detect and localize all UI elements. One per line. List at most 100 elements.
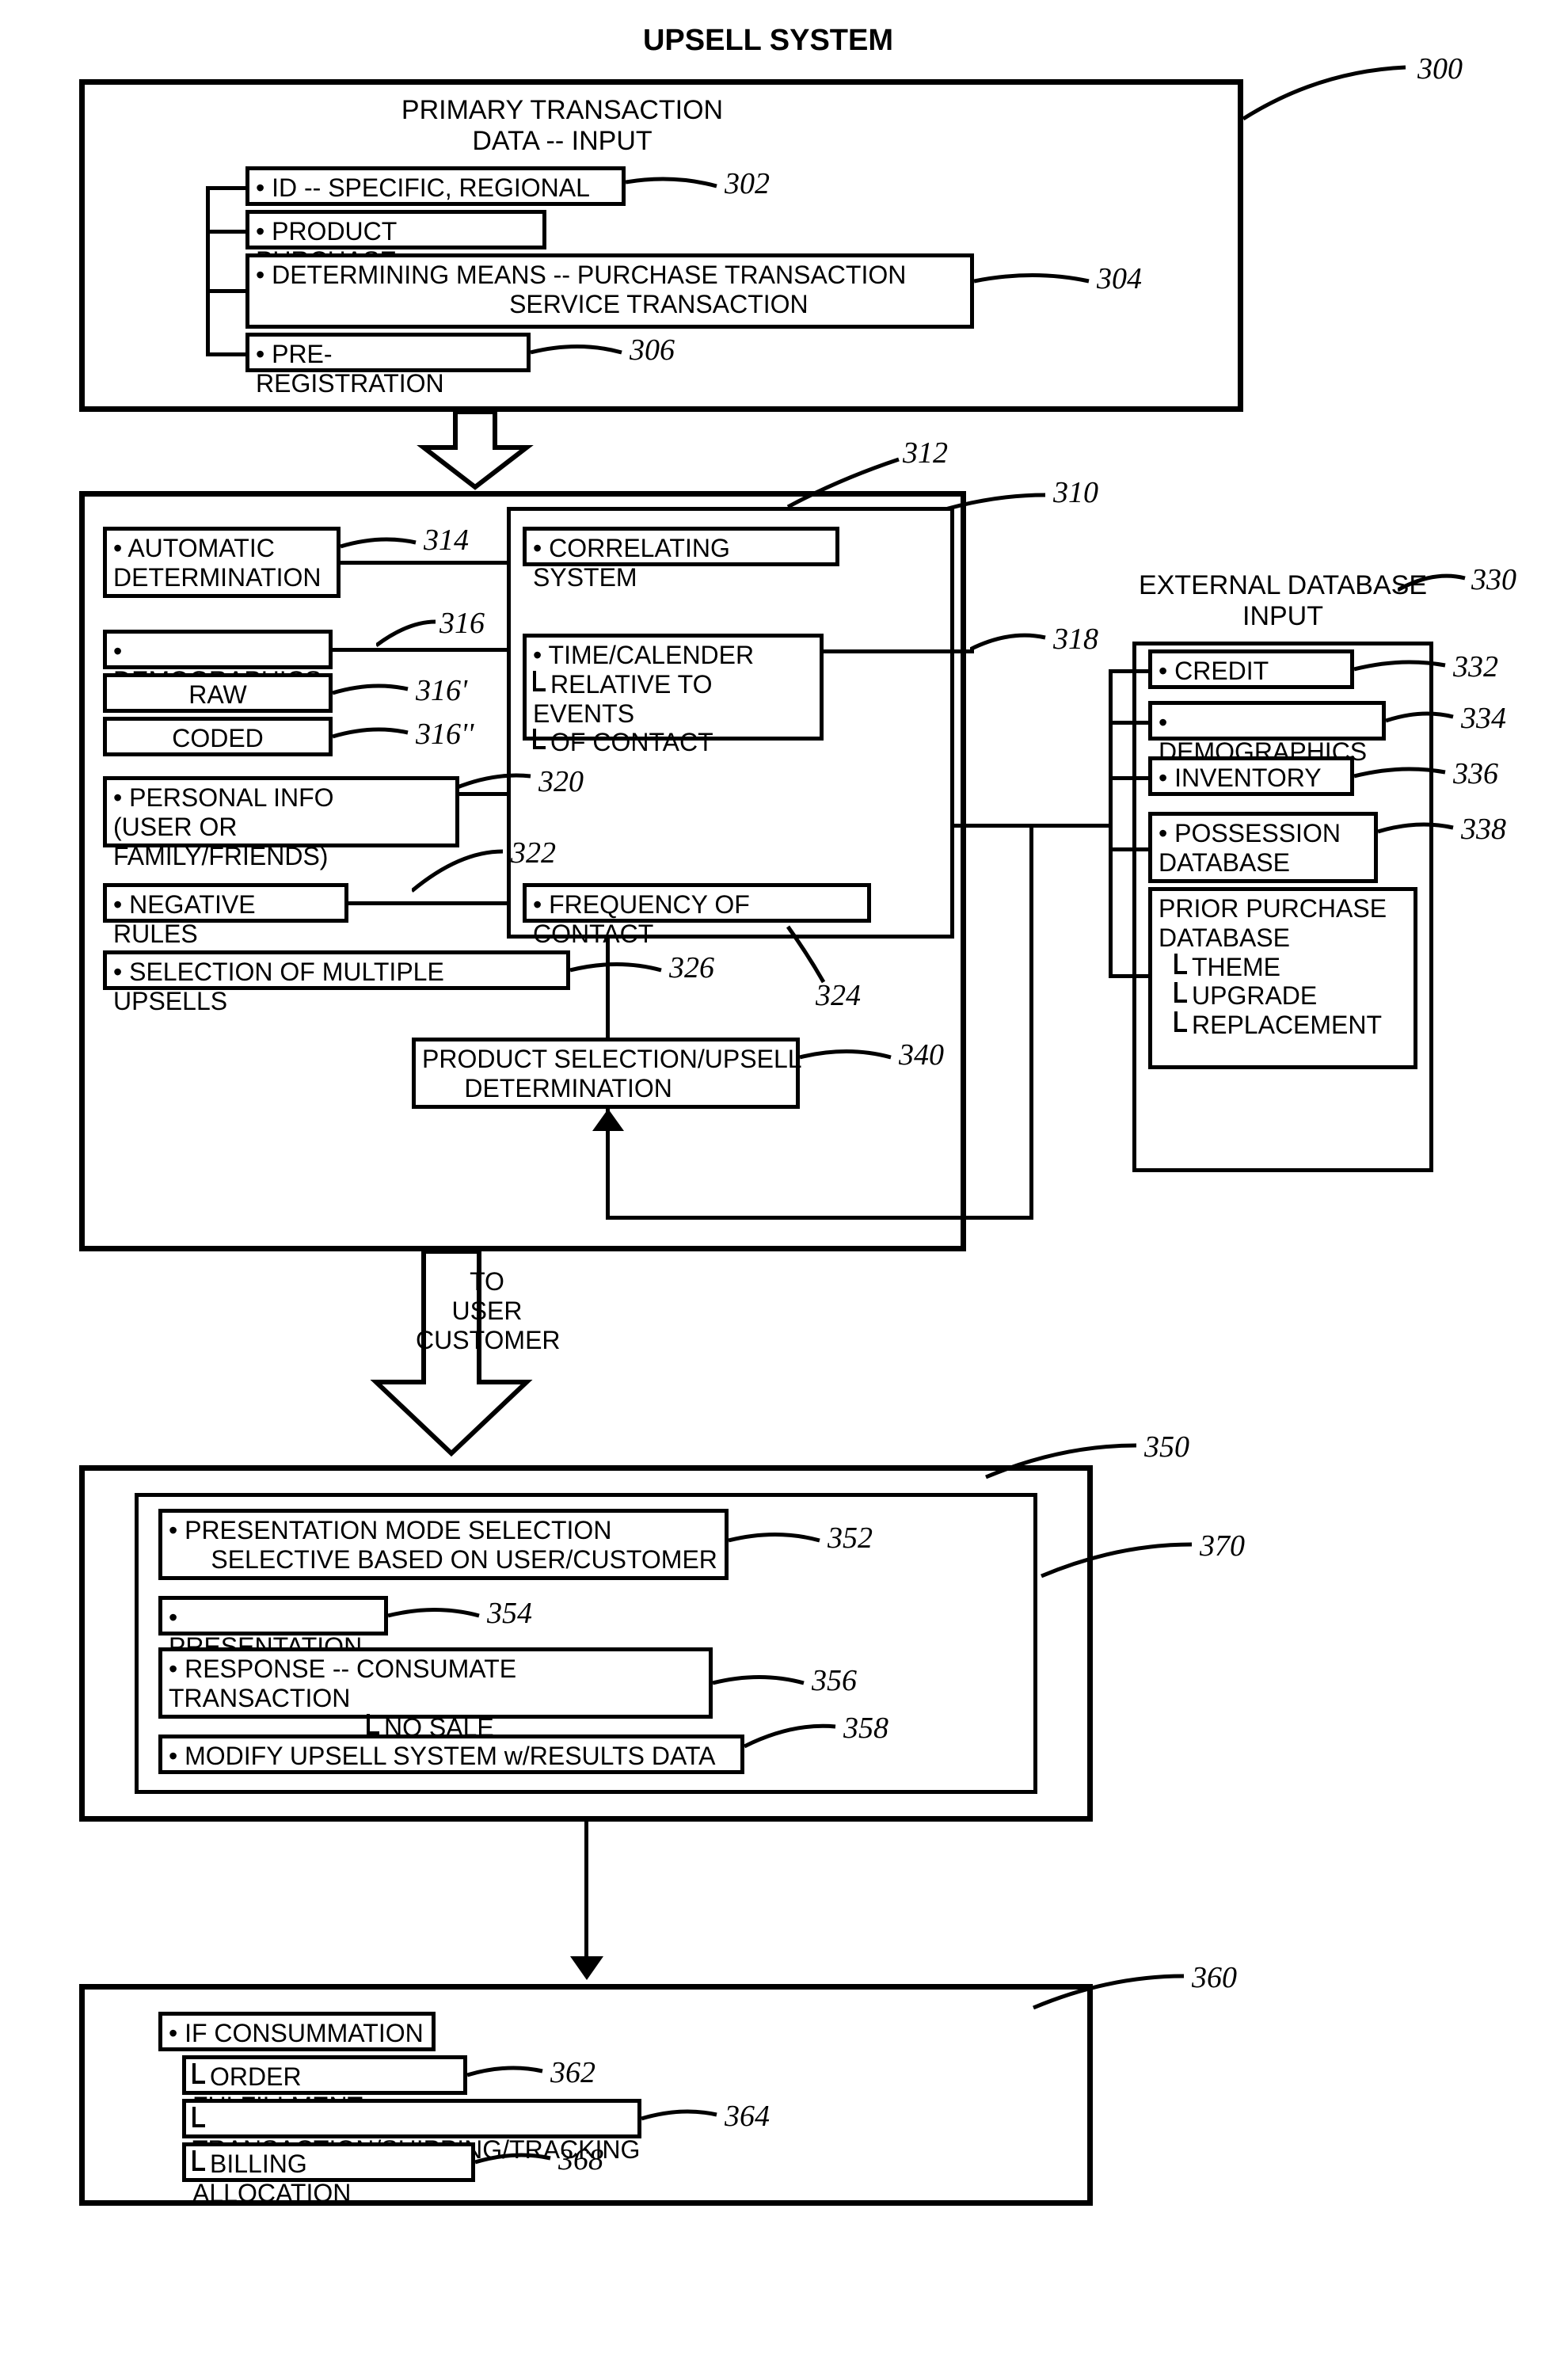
ref-304: 304 [1097, 261, 1142, 296]
box-364: TRANSACTION/SHIPPING/TRACKING [182, 2099, 641, 2138]
box-316pp: CODED [103, 717, 333, 756]
ref-322: 322 [511, 836, 556, 870]
ref-336: 336 [1453, 756, 1498, 791]
ref-362-leader [467, 2063, 546, 2087]
box-318: • TIME/CALENDER RELATIVE TO EVENTS OF CO… [523, 634, 824, 741]
bracket-330-h2 [1109, 721, 1148, 725]
ref-316pp: 316'' [416, 717, 474, 752]
box-314: • AUTOMATIC DETERMINATION [103, 527, 341, 598]
ref-350: 350 [1144, 1430, 1189, 1464]
box-304: • DETERMINING MEANS -- PURCHASE TRANSACT… [245, 253, 974, 329]
arrowhead-360 [570, 1956, 603, 1982]
bracket-300-h4 [206, 352, 245, 356]
conn-318-stem [824, 649, 974, 653]
box-306: • PRE-REGISTRATION [245, 333, 531, 372]
box-336: • INVENTORY [1148, 756, 1354, 796]
ref-356: 356 [812, 1663, 857, 1698]
ref-352-leader [729, 1529, 824, 1552]
ref-368: 368 [558, 2142, 603, 2177]
ref-352: 352 [828, 1521, 873, 1556]
box-358: • MODIFY UPSELL SYSTEM w/RESULTS DATA [158, 1735, 744, 1774]
ref-370: 370 [1200, 1529, 1245, 1563]
ref-304-leader [974, 269, 1093, 293]
conn-314-312 [341, 561, 507, 565]
ref-306: 306 [630, 333, 675, 367]
ref-362: 362 [550, 2055, 595, 2090]
bracket-300-v [206, 186, 210, 352]
bracket-330-h3 [1109, 776, 1148, 780]
box-334: • DEMOGRAPHICS [1148, 701, 1386, 741]
ref-302: 302 [725, 166, 770, 201]
conn-330-340-h [606, 1216, 1033, 1220]
ref-358-leader [744, 1723, 839, 1750]
ref-364: 364 [725, 2099, 770, 2134]
box-318-l1: • TIME/CALENDER [533, 641, 813, 670]
ref-334-leader [1386, 709, 1457, 733]
box-356: • RESPONSE -- CONSUMATE TRANSACTION NO S… [158, 1647, 713, 1719]
box-326: • SELECTION OF MULTIPLE UPSELLS [103, 950, 570, 990]
ref-312-leader [784, 455, 903, 511]
box-320: • PERSONAL INFO (USER OR FAMILY/FRIENDS) [103, 776, 459, 847]
arrow-300-310 [412, 412, 538, 491]
conn-322-stem [348, 901, 507, 905]
box-324: • FREQUENCY OF CONTACT [523, 883, 871, 923]
box-340: PRODUCT SELECTION/UPSELL DETERMINATION [412, 1038, 800, 1109]
ref-324-leader [784, 923, 831, 986]
box-322: • NEGATIVE RULES [103, 883, 348, 923]
midarrow-l1: TO [416, 1267, 558, 1297]
box-354: • PRESENTATION [158, 1596, 388, 1636]
arrowhead-340 [592, 1109, 624, 1133]
ref-312: 312 [903, 436, 948, 470]
ref-300: 300 [1417, 51, 1463, 86]
box-368-text: BILLING ALLOCATION [192, 2150, 351, 2207]
box-product-purchase: • PRODUCT PURCHASE [245, 210, 546, 249]
bracket-330-stem-to312 [954, 824, 1033, 828]
box-352: • PRESENTATION MODE SELECTION SELECTIVE … [158, 1509, 729, 1580]
box-316: • DEMOGRAPHICS [103, 630, 333, 669]
ref-360-leader [1029, 1972, 1188, 2012]
ref-302-leader [626, 170, 721, 194]
box-338: • POSSESSION DATABASE [1148, 812, 1378, 883]
ref-314-leader [341, 535, 420, 558]
block-300-heading: PRIMARY TRANSACTION DATA -- INPUT [356, 95, 768, 157]
ref-340: 340 [899, 1038, 944, 1072]
ref-332-leader [1354, 657, 1449, 681]
ref-358: 358 [843, 1711, 888, 1746]
prior-l4: UPGRADE [1174, 981, 1407, 1011]
midarrow-l3: CUSTOMER [416, 1326, 558, 1355]
bracket-300-h1 [206, 186, 245, 190]
bracket-330-stem [1029, 824, 1109, 828]
diagram-title: UPSELL SYSTEM [491, 24, 1045, 58]
ref-338: 338 [1461, 812, 1506, 847]
prior-l5: REPLACEMENT [1174, 1011, 1407, 1040]
prior-l3: THEME [1174, 953, 1407, 982]
bracket-330-h1 [1109, 669, 1148, 673]
prior-l2: DATABASE [1159, 923, 1407, 953]
ref-318: 318 [1053, 622, 1098, 657]
conn-316-stem [333, 648, 380, 652]
ref-316: 316 [439, 606, 485, 641]
bracket-330-h5 [1109, 974, 1148, 978]
ref-310: 310 [1053, 475, 1098, 510]
ref-340-leader [800, 1045, 895, 1069]
conn-350-360 [584, 1822, 588, 1960]
bracket-300-h2 [206, 230, 245, 234]
ref-330: 330 [1471, 562, 1516, 597]
conn-312-340 [606, 939, 610, 1038]
ref-306-leader [531, 341, 626, 364]
box-302: • ID -- SPECIFIC, REGIONAL [245, 166, 626, 206]
ref-316p: 316' [416, 673, 467, 708]
box-312: • CORRELATING SYSTEM [523, 527, 839, 566]
ref-316p-leader [333, 681, 412, 705]
bracket-300-h3 [206, 289, 245, 293]
ref-318-leader [970, 630, 1049, 653]
ref-300-leader [1239, 63, 1414, 127]
ref-316pp-leader [333, 725, 412, 748]
box-prior: PRIOR PURCHASE DATABASE THEME UPGRADE RE… [1148, 887, 1417, 1069]
ref-316-leader [376, 618, 439, 649]
midarrow-l2: USER [416, 1297, 558, 1326]
box-368: BILLING ALLOCATION [182, 2142, 475, 2182]
conn-330-340-v [1029, 1172, 1033, 1220]
ref-330-leader [1398, 570, 1469, 594]
box-362: ORDER FULFILLMENT [182, 2055, 467, 2095]
